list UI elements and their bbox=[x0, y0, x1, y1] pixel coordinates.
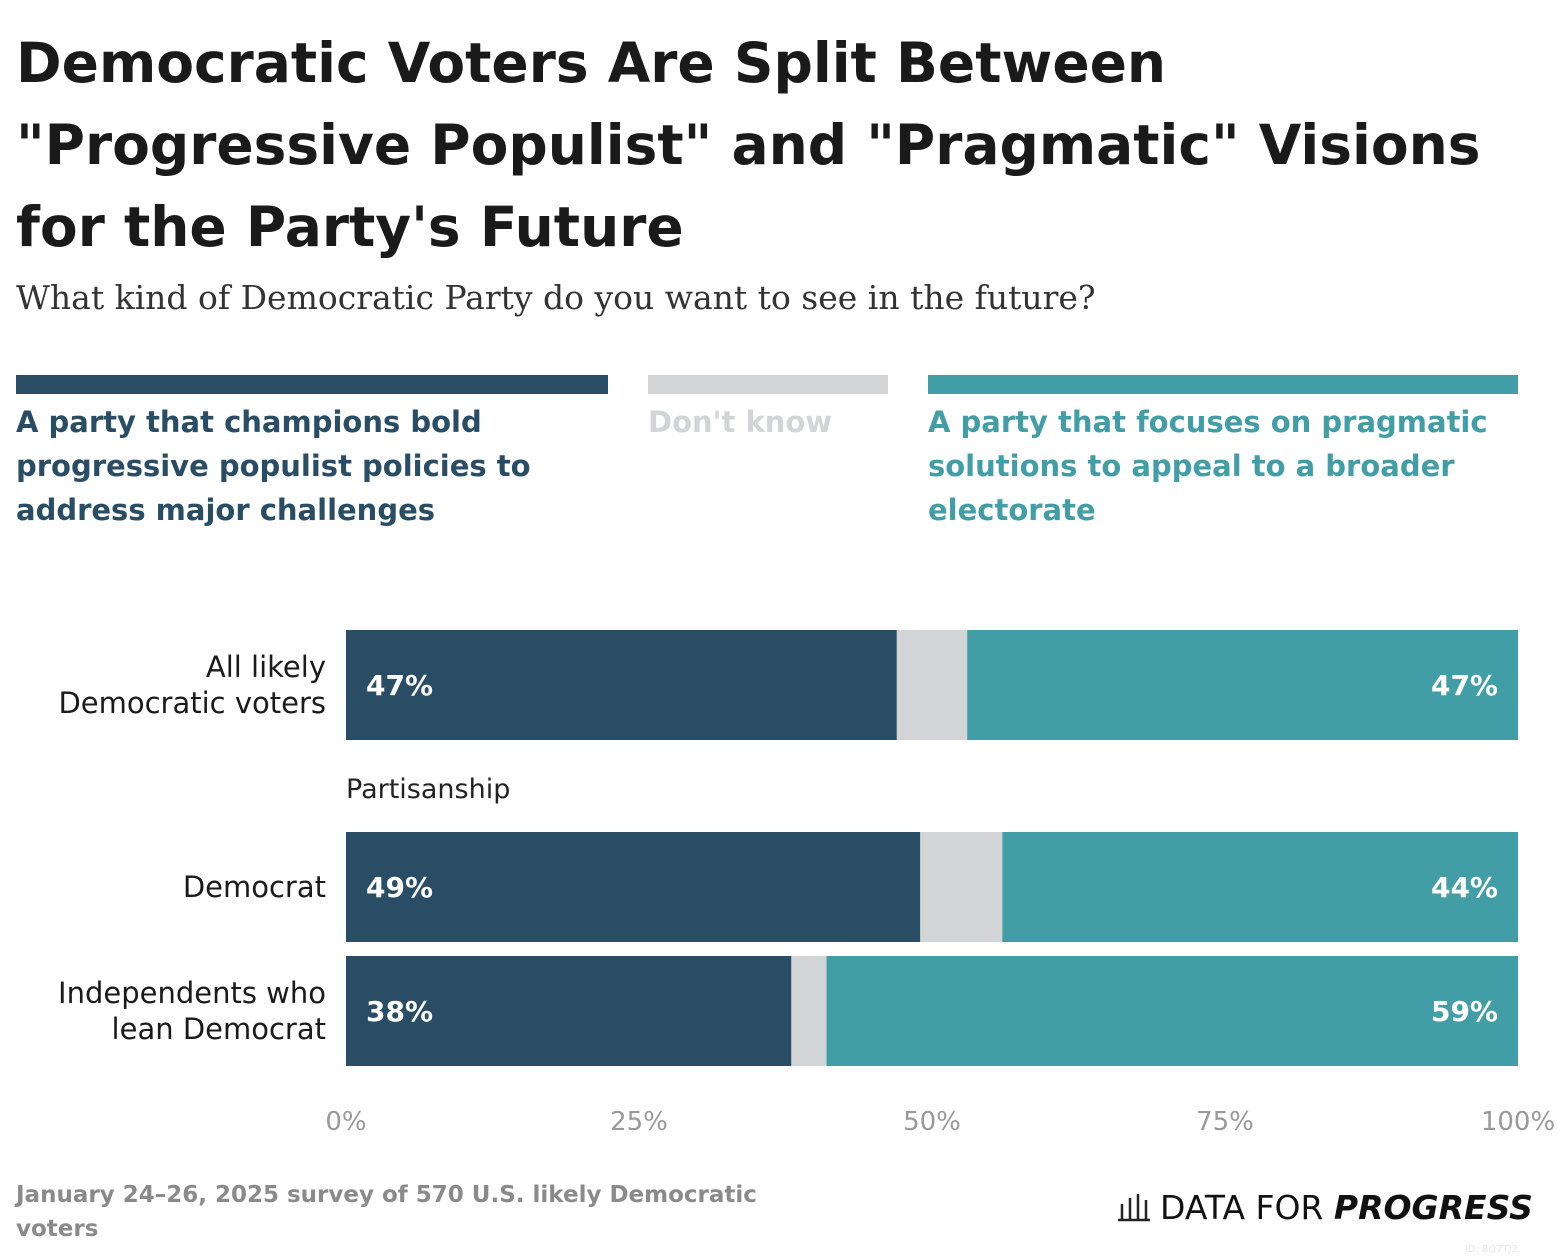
value-label: 38% bbox=[366, 995, 433, 1028]
value-label: 47% bbox=[366, 669, 433, 702]
bar-segment bbox=[346, 630, 897, 740]
legend-label: A party that champions bold progressive … bbox=[16, 405, 531, 527]
brand: DATA FOR PROGRESS bbox=[1160, 1188, 1533, 1227]
x-tick-label: 75% bbox=[1196, 1107, 1254, 1137]
brand-icon bbox=[1118, 1194, 1150, 1222]
y-tick-label: All likely Democratic voters bbox=[58, 650, 326, 720]
bar-segment bbox=[920, 832, 1003, 942]
bar-segment bbox=[1002, 832, 1518, 942]
x-tick-label: 25% bbox=[610, 1107, 668, 1137]
value-label: 59% bbox=[1431, 995, 1498, 1028]
source-note: January 24–26, 2025 survey of 570 U.S. l… bbox=[16, 1182, 757, 1242]
y-tick-label: Democrat bbox=[182, 870, 326, 904]
value-label: 47% bbox=[1431, 669, 1498, 702]
legend-swatch bbox=[16, 375, 608, 394]
brand-prefix: DATA FOR bbox=[1160, 1188, 1324, 1227]
group-label: Partisanship bbox=[346, 774, 511, 805]
bar-segment bbox=[826, 956, 1518, 1066]
chart-id: ID: 8Q7TJ2 bbox=[1464, 1244, 1518, 1255]
bar-segment bbox=[346, 956, 792, 1066]
x-tick-label: 0% bbox=[325, 1107, 366, 1137]
value-label: 44% bbox=[1431, 871, 1498, 904]
y-tick-label: Independents who lean Democrat bbox=[58, 976, 326, 1046]
legend-swatch bbox=[648, 375, 888, 394]
value-label: 49% bbox=[366, 871, 433, 904]
bar-segment bbox=[967, 630, 1518, 740]
x-tick-label: 50% bbox=[903, 1107, 961, 1137]
chart-subtitle: What kind of Democratic Party do you wan… bbox=[16, 278, 1096, 317]
chart-title: Democratic Voters Are Split Between "Pro… bbox=[16, 31, 1481, 259]
legend-swatch bbox=[928, 375, 1518, 394]
legend-label: Don't know bbox=[648, 405, 833, 439]
bar-segment bbox=[896, 630, 968, 740]
x-tick-label: 100% bbox=[1481, 1107, 1555, 1137]
legend-label: A party that focuses on pragmatic soluti… bbox=[928, 405, 1488, 527]
brand-name: PROGRESS bbox=[1333, 1188, 1533, 1227]
bar-segment bbox=[346, 832, 921, 942]
bar-segment bbox=[791, 956, 827, 1066]
